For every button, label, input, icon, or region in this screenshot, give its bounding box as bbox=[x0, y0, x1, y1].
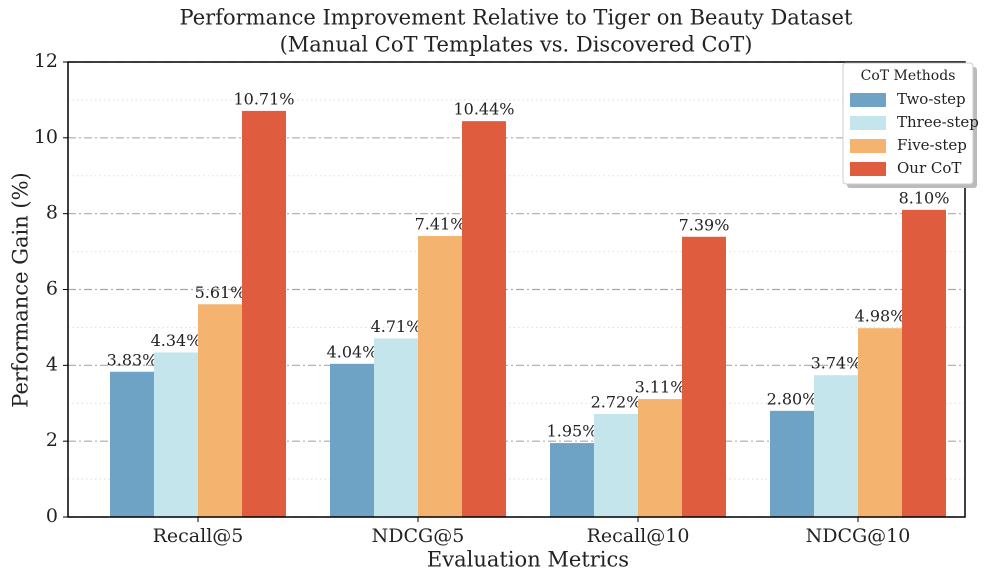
bar bbox=[198, 304, 242, 517]
x-tick-label: Recall@5 bbox=[153, 525, 244, 547]
x-axis-label: Evaluation Metrics bbox=[427, 548, 629, 572]
value-label: 8.10% bbox=[899, 188, 950, 207]
bar bbox=[902, 209, 946, 517]
y-tick-label: 2 bbox=[46, 429, 58, 451]
value-label: 4.71% bbox=[371, 317, 422, 336]
x-tick-label: NDCG@10 bbox=[806, 525, 911, 547]
bar bbox=[550, 443, 594, 517]
value-label: 7.39% bbox=[679, 215, 730, 234]
legend-swatch bbox=[850, 162, 886, 176]
bar bbox=[594, 413, 638, 517]
bar bbox=[638, 399, 682, 517]
value-label: 2.80% bbox=[767, 389, 818, 408]
x-tick-label: NDCG@5 bbox=[372, 525, 465, 547]
x-tick-label: Recall@10 bbox=[587, 525, 690, 547]
bar bbox=[330, 363, 374, 517]
chart-subtitle: (Manual CoT Templates vs. Discovered CoT… bbox=[280, 33, 753, 57]
legend-swatch bbox=[850, 139, 886, 153]
plot-frame bbox=[67, 61, 966, 518]
bar bbox=[770, 410, 814, 517]
y-tick-label: 0 bbox=[46, 505, 58, 527]
y-tick-label: 6 bbox=[46, 278, 58, 300]
y-tick-label: 10 bbox=[34, 126, 58, 148]
legend-title: CoT Methods bbox=[861, 68, 956, 84]
bar bbox=[374, 338, 418, 517]
bar bbox=[814, 375, 858, 517]
legend-label: Two-step bbox=[897, 90, 966, 108]
y-tick-label: 12 bbox=[34, 50, 58, 72]
value-label: 3.74% bbox=[811, 354, 862, 373]
value-label: 3.83% bbox=[107, 350, 158, 369]
bar bbox=[154, 352, 198, 517]
bar bbox=[242, 110, 286, 517]
legend-label: Three-step bbox=[897, 113, 979, 131]
chart-title: Performance Improvement Relative to Tige… bbox=[180, 6, 853, 30]
value-label: 3.11% bbox=[635, 378, 686, 397]
value-label: 10.44% bbox=[453, 100, 514, 119]
value-label: 7.41% bbox=[415, 215, 466, 234]
value-label: 1.95% bbox=[547, 422, 598, 441]
bar bbox=[858, 328, 902, 517]
y-tick-label: 4 bbox=[46, 353, 58, 375]
bar bbox=[418, 236, 462, 517]
legend-label: Our CoT bbox=[897, 159, 961, 177]
y-axis-label: Performance Gain (%) bbox=[9, 172, 33, 407]
legend-label: Five-step bbox=[897, 136, 967, 154]
bar bbox=[682, 236, 726, 517]
legend-swatch bbox=[850, 93, 886, 107]
value-label: 10.71% bbox=[233, 89, 294, 108]
value-label: 5.61% bbox=[195, 283, 246, 302]
bar bbox=[110, 371, 154, 517]
value-label: 4.04% bbox=[327, 342, 378, 361]
value-label: 2.72% bbox=[591, 392, 642, 411]
value-label: 4.34% bbox=[151, 331, 202, 350]
bar bbox=[462, 121, 506, 518]
legend-swatch bbox=[850, 116, 886, 130]
value-label: 4.98% bbox=[855, 307, 906, 326]
y-tick-label: 8 bbox=[46, 202, 58, 224]
